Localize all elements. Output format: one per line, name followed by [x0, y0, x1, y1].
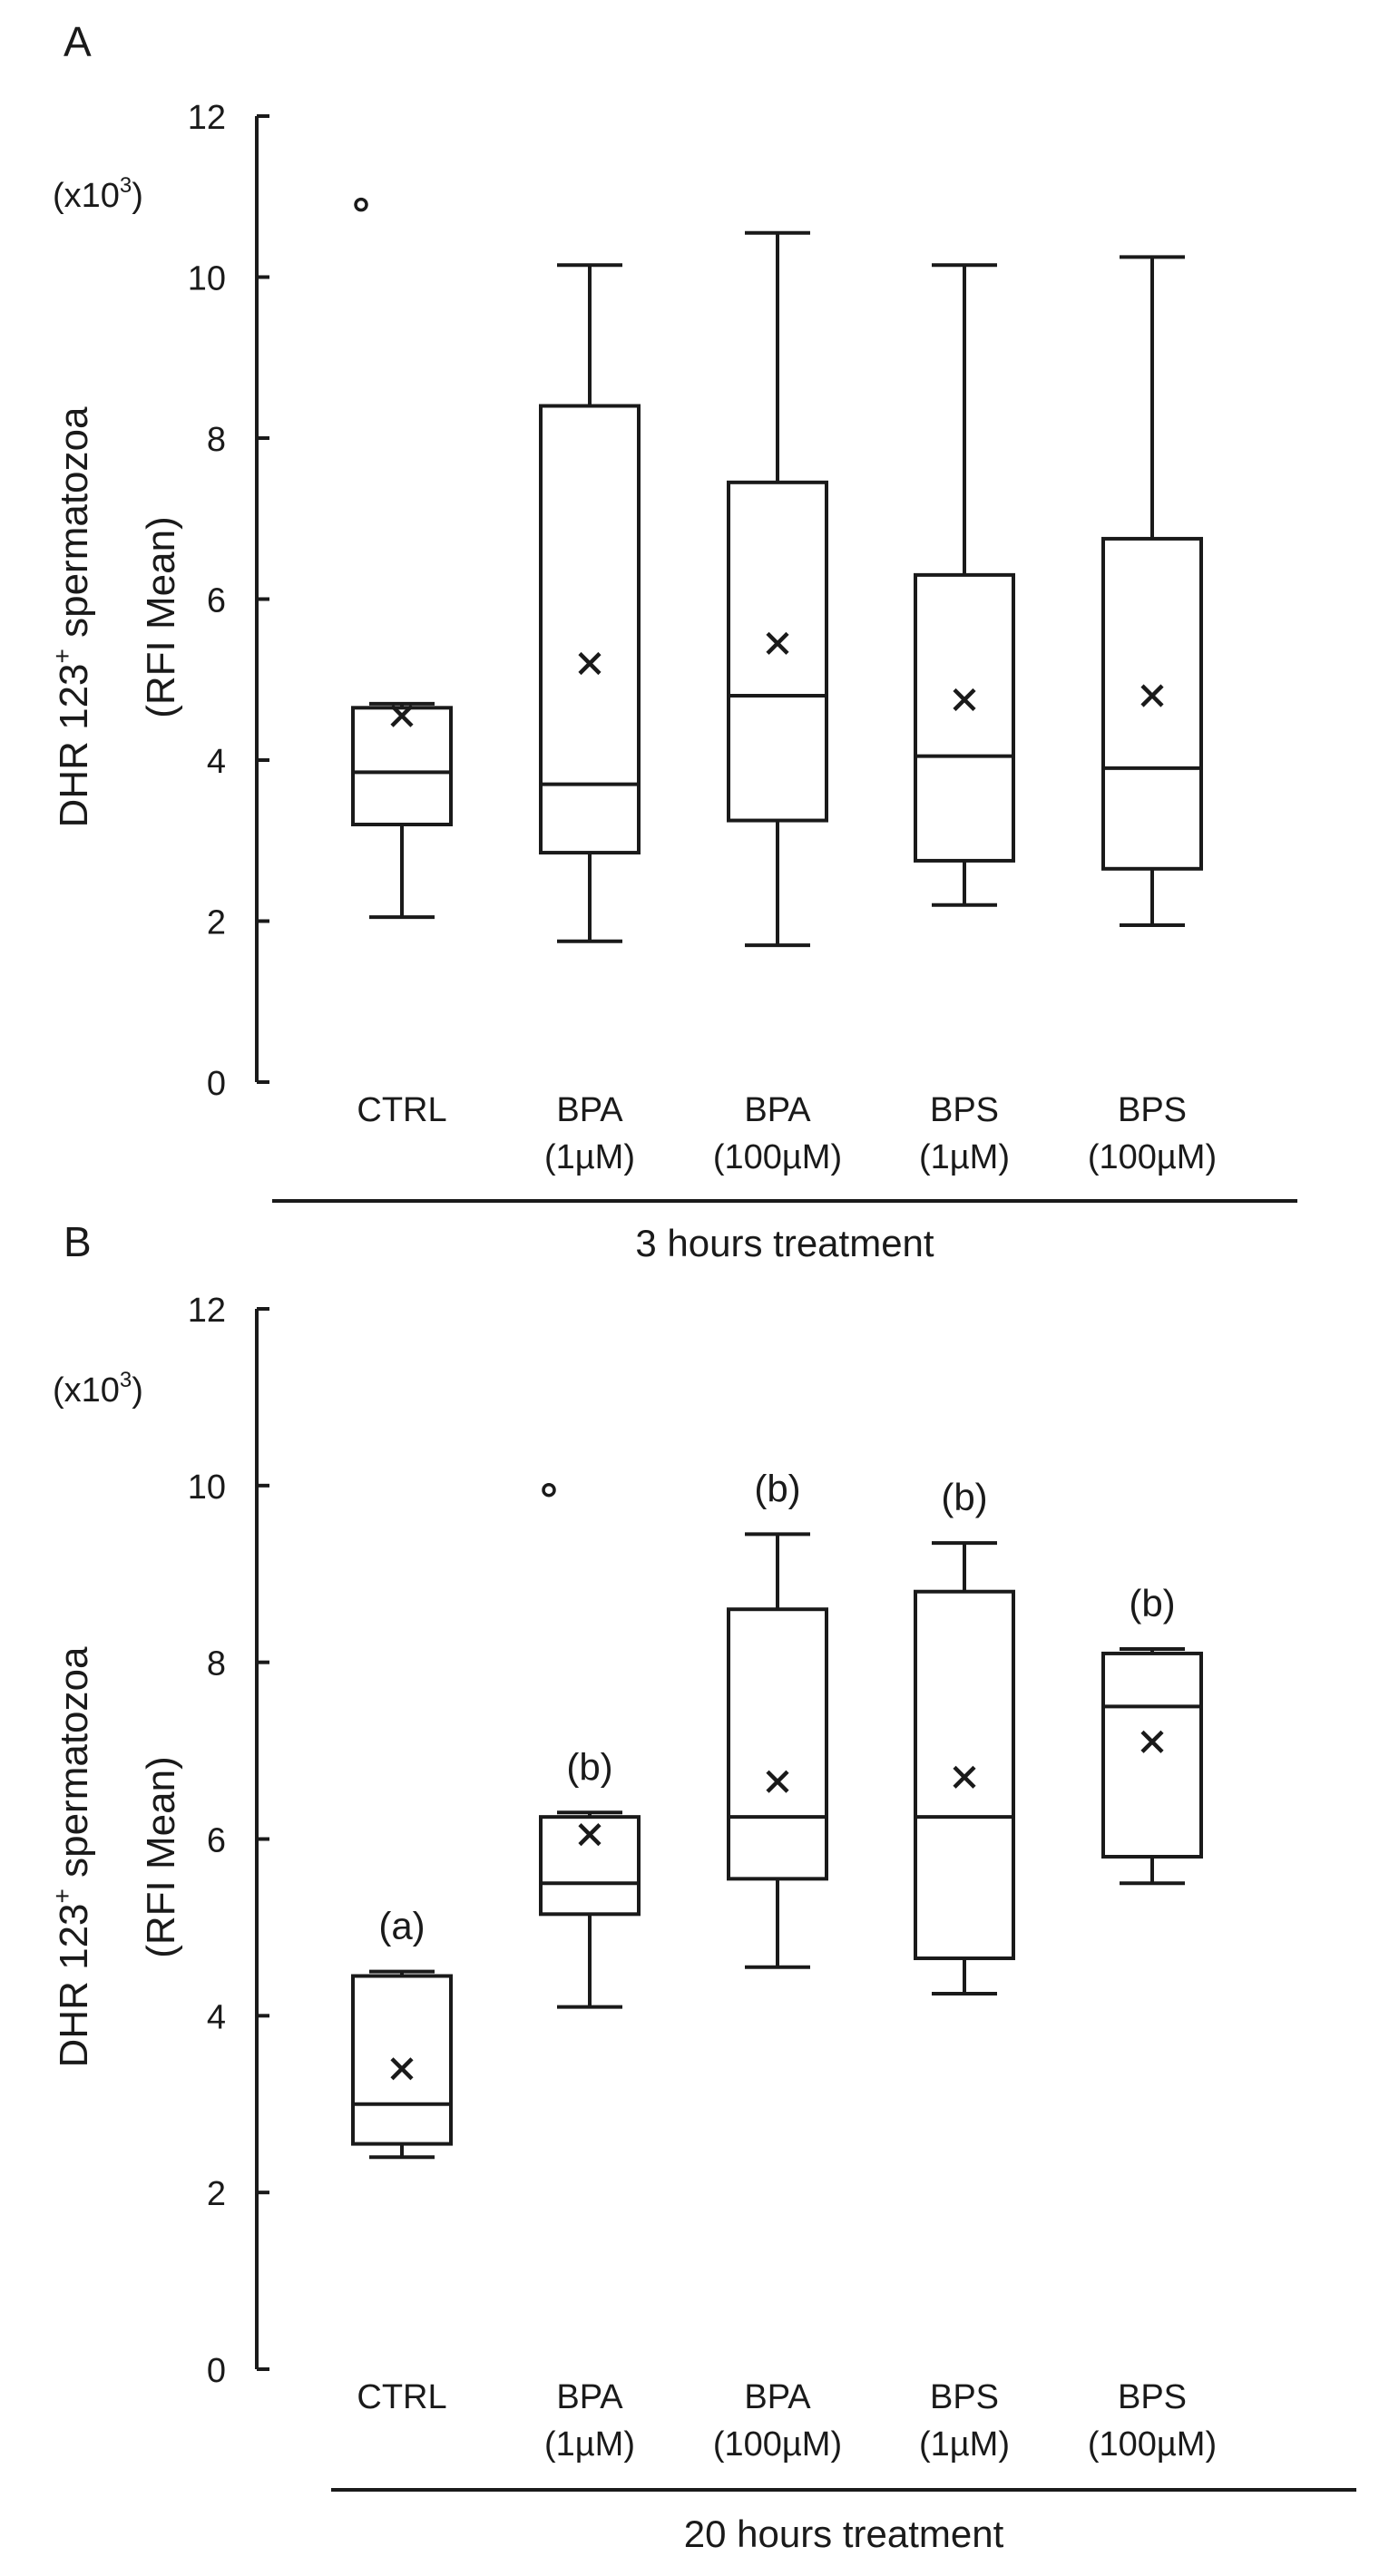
mean-marker — [1140, 1730, 1164, 1753]
x-axis-title: 3 hours treatment — [635, 1222, 934, 1264]
mean-marker — [953, 688, 976, 712]
box-iqr — [727, 480, 828, 823]
group-letter-label: (b) — [1129, 1582, 1175, 1625]
box-group-1 — [351, 197, 453, 920]
y-tick-label: 0 — [207, 1065, 226, 1103]
box-iqr — [1101, 1651, 1203, 1859]
y-tick-label: 4 — [207, 1998, 226, 2036]
category-label-line2: (1µM) — [919, 1138, 1010, 1176]
outlier-point — [542, 1482, 556, 1498]
y-tick-label: 10 — [188, 1469, 226, 1507]
category-label: BPA — [744, 2378, 811, 2416]
group-letter-label: (b) — [566, 1745, 612, 1788]
outlier-point — [354, 197, 368, 212]
box-iqr — [914, 572, 1015, 863]
box-iqr — [539, 404, 641, 855]
group-letter-label: (b) — [754, 1467, 800, 1509]
panel-b: B 0 2 4 6 8 10 12 (x103) DHR 123+ spermatozoa (RFI… — [48, 1218, 1356, 2555]
y-axis-label: DHR 123+ spermatozoa — [48, 1646, 96, 2067]
category-label: BPA — [744, 1091, 811, 1129]
box-group-5 — [1101, 255, 1203, 927]
group-letter-label: (b) — [941, 1476, 987, 1518]
mean-marker — [390, 2057, 414, 2081]
y-tick-label: 12 — [188, 1292, 226, 1330]
category-label-line2: (1µM) — [919, 2425, 1010, 2464]
category-label-line2: (100µM) — [713, 2425, 842, 2464]
box-group-4 — [914, 263, 1015, 907]
box-group-2 — [539, 263, 641, 943]
box-iqr — [539, 1815, 641, 1917]
y-axis-label-line2: (RFI Mean) — [139, 516, 183, 717]
y-axis-label: DHR 123+ spermatozoa — [48, 406, 96, 827]
y-tick-label: 8 — [207, 421, 226, 459]
y-tick-label: 6 — [207, 582, 226, 620]
y-tick-label: 2 — [207, 2175, 226, 2213]
mean-marker — [390, 704, 414, 727]
y-multiplier-label: (x103) — [53, 173, 143, 215]
y-multiplier-label: (x103) — [53, 1368, 143, 1410]
box-iqr — [1101, 536, 1203, 871]
mean-marker — [766, 1770, 789, 1793]
category-label-line2: (1µM) — [544, 2425, 635, 2464]
mean-marker — [953, 1765, 976, 1789]
y-tick-label: 10 — [188, 260, 226, 298]
category-label-line2: (100µM) — [1088, 1138, 1217, 1176]
y-tick-label: 12 — [188, 99, 226, 137]
y-axis-label-line2: (RFI Mean) — [139, 1756, 183, 1957]
box-group-2: (b) — [539, 1482, 641, 2009]
y-tick-label: 0 — [207, 2352, 226, 2390]
category-label: BPS — [930, 1091, 999, 1129]
box-group-3: (b) — [727, 1467, 828, 1969]
group-letter-label: (a) — [378, 1905, 425, 1947]
box-iqr — [351, 706, 453, 826]
category-label-line2: (1µM) — [544, 1138, 635, 1176]
box-group-1: (a) — [351, 1905, 453, 2160]
category-label: CTRL — [357, 1091, 446, 1129]
category-label-line2: (100µM) — [1088, 2425, 1217, 2464]
category-label: BPS — [930, 2378, 999, 2416]
mean-marker — [578, 1823, 602, 1847]
mean-marker — [1140, 684, 1164, 707]
category-label: CTRL — [357, 2378, 446, 2416]
x-axis-title: 20 hours treatment — [684, 2513, 1004, 2555]
category-label: BPA — [556, 1091, 623, 1129]
panel-label: B — [64, 1218, 92, 1265]
panel-a: A 0 2 4 6 8 10 12 (x103) DHR 123+ spermatozoa (RFI… — [48, 18, 1297, 1264]
box-group-4: (b) — [914, 1476, 1015, 1995]
category-label: BPS — [1118, 1091, 1187, 1129]
box-group-3 — [727, 230, 828, 948]
box-group-5: (b) — [1101, 1582, 1203, 1886]
mean-marker — [766, 631, 789, 655]
category-label: BPA — [556, 2378, 623, 2416]
category-label-line2: (100µM) — [713, 1138, 842, 1176]
y-tick-label: 4 — [207, 743, 226, 781]
category-label: BPS — [1118, 2378, 1187, 2416]
box-iqr — [727, 1607, 828, 1881]
panel-label: A — [64, 18, 92, 65]
y-tick-label: 2 — [207, 904, 226, 942]
box-iqr — [351, 1974, 453, 2146]
y-tick-label: 8 — [207, 1645, 226, 1683]
y-tick-label: 6 — [207, 1822, 226, 1860]
mean-marker — [578, 651, 602, 676]
